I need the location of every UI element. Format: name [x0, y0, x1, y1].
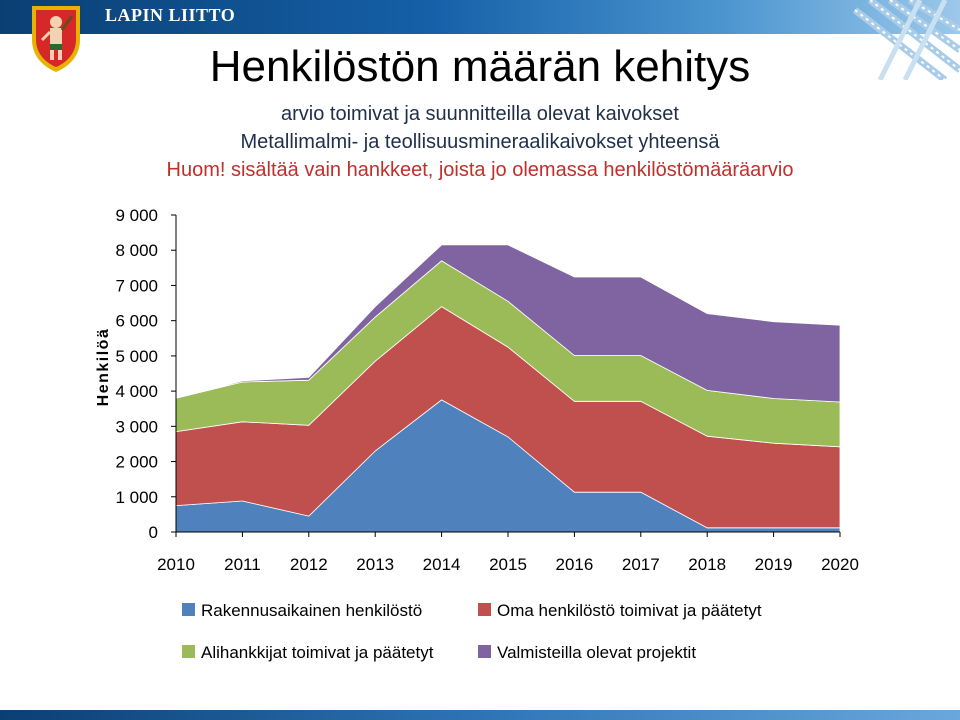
bottom-banner: [0, 710, 960, 720]
coat-of-arms-icon: [32, 6, 80, 72]
slide-subtitle-secondary: Metallimalmi- ja teollisuusmineraalikaiv…: [240, 131, 720, 153]
y-tick-label: 7 000: [115, 276, 158, 295]
legend-label-3: Alihankkijat toimivat ja päätetyt: [201, 643, 434, 662]
y-tick-label: 8 000: [115, 241, 158, 260]
legend-swatch-4: [478, 645, 491, 658]
legend-swatch-3: [182, 645, 195, 658]
slide-note: Huom! sisältää vain hankkeet, joista jo …: [166, 159, 794, 181]
y-tick-label: 6 000: [115, 312, 158, 331]
brand-name: LAPIN LIITTO: [105, 5, 236, 25]
x-tick-label: 2016: [555, 555, 593, 574]
x-tick-label: 2014: [423, 555, 461, 574]
y-tick-label: 2 000: [115, 453, 158, 472]
corner-decoration: [852, 0, 960, 80]
x-tick-label: 2018: [688, 555, 726, 574]
y-tick-label: 5 000: [115, 347, 158, 366]
y-tick-label: 3 000: [115, 417, 158, 436]
legend-swatch-1: [182, 603, 195, 616]
legend-label-2: Oma henkilöstö toimivat ja päätetyt: [497, 601, 762, 620]
y-tick-label: 9 000: [115, 206, 158, 225]
y-axis-title: Henkilöä: [95, 328, 112, 407]
x-tick-label: 2012: [290, 555, 328, 574]
legend-label-1: Rakennusaikainen henkilöstö: [201, 601, 422, 620]
x-tick-label: 2020: [821, 555, 859, 574]
stacked-area-chart: 0 1 000 2 000 3 000 4 000 5 000 6 000 7 000 8 00…: [95, 206, 859, 662]
top-banner: [0, 0, 960, 34]
x-tick-label: 2019: [755, 555, 793, 574]
x-tick-label: 2010: [157, 555, 195, 574]
x-tick-label: 2015: [489, 555, 527, 574]
y-tick-label: 4 000: [115, 382, 158, 401]
slide-subtitle: arvio toimivat ja suunnitteilla olevat k…: [281, 103, 679, 125]
x-tick-label: 2013: [356, 555, 394, 574]
legend-label-4: Valmisteilla olevat projektit: [497, 643, 696, 662]
area-series-4: [175, 244, 841, 403]
y-tick-label: 1 000: [115, 488, 158, 507]
x-tick-label: 2017: [622, 555, 660, 574]
slide-title: Henkilöstön määrän kehitys: [209, 42, 751, 91]
y-tick-label: 0: [149, 523, 158, 542]
legend-swatch-2: [478, 603, 491, 616]
x-tick-label: 2011: [224, 555, 261, 574]
